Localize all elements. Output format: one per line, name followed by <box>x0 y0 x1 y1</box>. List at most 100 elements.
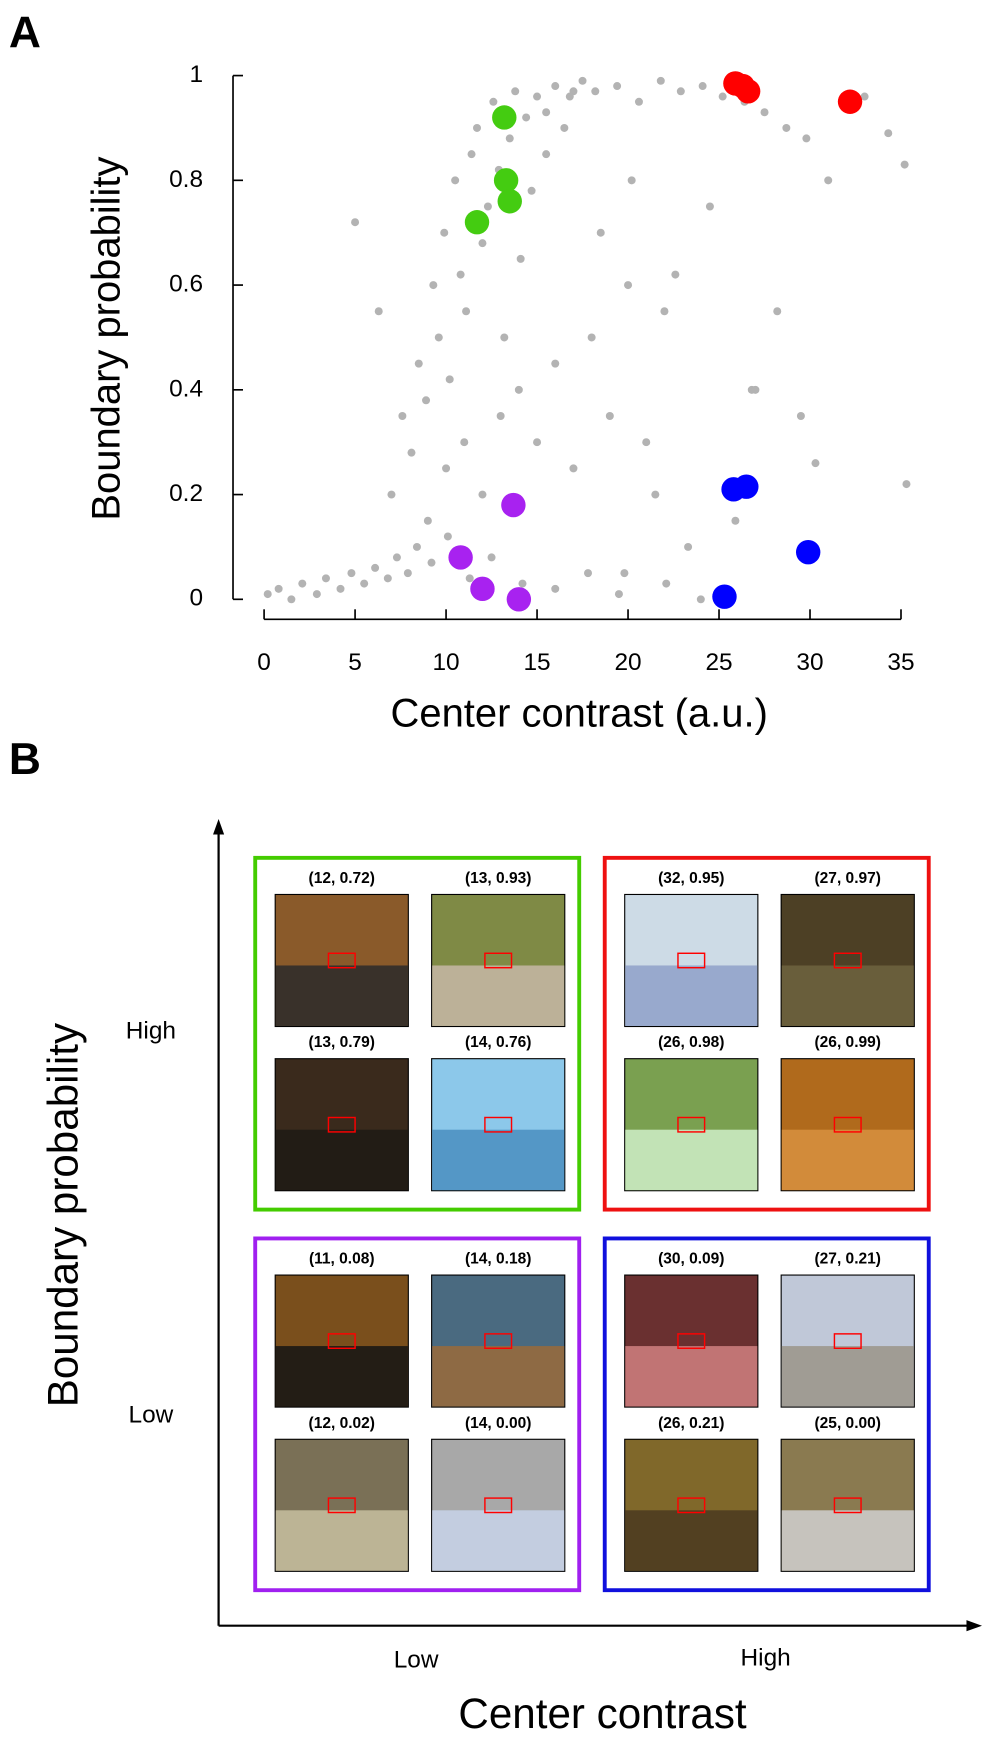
point <box>584 569 592 578</box>
point <box>398 412 407 420</box>
point <box>445 375 454 384</box>
patch-label: (30, 0.09) <box>658 1251 724 1268</box>
point <box>662 579 671 588</box>
arrow-head <box>966 1620 982 1632</box>
center-box <box>484 1333 513 1350</box>
group-frame <box>602 855 931 1212</box>
image-patch-part <box>781 1510 914 1571</box>
point <box>860 92 869 101</box>
point <box>470 576 495 602</box>
point <box>760 108 769 117</box>
image-patch-part <box>781 965 914 1026</box>
patch-label: (26, 0.21) <box>658 1415 724 1432</box>
patch-label: (25, 0.00) <box>815 1415 881 1432</box>
x-tick-label: 15 <box>523 649 550 676</box>
point <box>671 270 680 279</box>
center-box <box>833 1333 862 1350</box>
point <box>560 123 569 132</box>
point <box>478 490 487 499</box>
point <box>642 438 651 447</box>
center-box <box>677 1333 706 1350</box>
point <box>493 168 519 193</box>
point <box>427 558 436 567</box>
point <box>298 579 307 588</box>
point <box>392 553 401 562</box>
point <box>902 480 911 489</box>
point <box>698 82 707 91</box>
point <box>527 186 536 195</box>
point <box>312 590 321 599</box>
point <box>795 539 821 565</box>
image-patch-part <box>625 965 758 1026</box>
point <box>735 79 761 104</box>
point <box>478 239 487 248</box>
image-patch-part <box>275 1129 408 1191</box>
image-patch-part <box>625 1129 758 1191</box>
point <box>516 254 525 263</box>
point <box>360 579 369 588</box>
point <box>442 464 451 473</box>
point <box>403 569 412 578</box>
patch-label: (26, 0.98) <box>658 1034 724 1051</box>
point <box>351 218 360 227</box>
point <box>522 113 531 122</box>
point <box>542 150 551 159</box>
point <box>473 123 481 132</box>
y-tick-label: 0 <box>189 585 203 612</box>
point <box>505 134 514 143</box>
image-patch-part <box>275 965 408 1026</box>
point <box>489 97 498 106</box>
patch-label: (27, 0.21) <box>815 1251 881 1268</box>
point <box>605 412 614 420</box>
point <box>651 490 660 499</box>
point <box>465 574 474 583</box>
image-patch-part <box>781 1129 914 1191</box>
arrow-head <box>213 819 225 835</box>
group-frame <box>602 1236 931 1593</box>
point <box>551 584 560 593</box>
point <box>501 492 526 518</box>
center-box <box>327 952 356 969</box>
point <box>614 590 623 599</box>
point <box>578 76 587 85</box>
point <box>551 82 560 91</box>
point <box>660 307 669 316</box>
patch-label: (12, 0.72) <box>309 870 375 887</box>
point <box>407 448 416 457</box>
y-tick-label: 0.6 <box>169 271 203 298</box>
point <box>336 584 345 593</box>
patch-label: (14, 0.18) <box>465 1251 531 1268</box>
center-box <box>677 1116 706 1133</box>
patch-label: (26, 0.99) <box>815 1034 881 1051</box>
image-patch-part <box>432 1129 565 1191</box>
point <box>796 412 805 420</box>
point <box>423 516 432 525</box>
point <box>487 553 496 562</box>
patch-label: (27, 0.97) <box>815 870 881 887</box>
point <box>551 359 560 368</box>
point <box>824 176 833 185</box>
point <box>456 270 465 279</box>
point <box>434 333 443 342</box>
level-label: Low <box>394 1647 439 1674</box>
y-tick-label: 0.2 <box>169 480 203 507</box>
point <box>514 385 523 394</box>
group-frame <box>253 1236 582 1593</box>
point <box>500 333 509 342</box>
y-tick-label: 1 <box>189 61 203 88</box>
point <box>429 281 438 290</box>
point <box>684 542 693 551</box>
point <box>460 438 469 447</box>
point <box>676 87 685 96</box>
y-tick-label: 0.4 <box>169 375 203 402</box>
center-box <box>327 1116 356 1133</box>
center-box <box>484 1497 513 1514</box>
point <box>263 590 272 599</box>
center-box <box>677 1497 706 1514</box>
point <box>587 333 596 342</box>
center-box <box>484 1116 513 1133</box>
point <box>274 584 283 593</box>
center-box <box>484 952 513 969</box>
point <box>802 134 811 143</box>
